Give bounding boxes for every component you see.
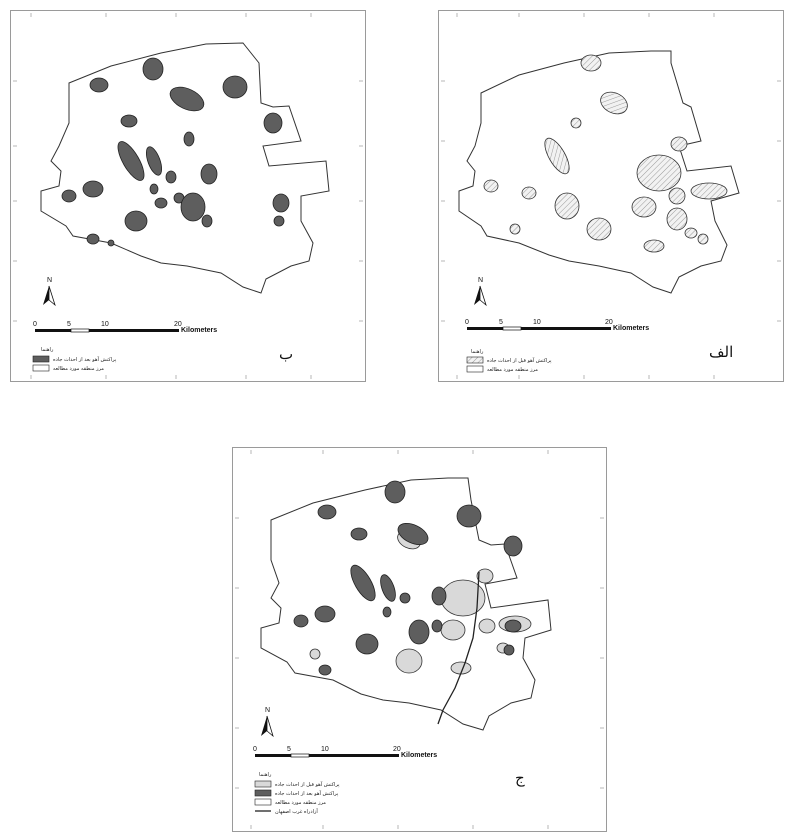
map-panel-alef: N 0 5 10 20 Kilometers راهنما پراکنش آهو… — [438, 10, 784, 382]
svg-text:5: 5 — [287, 746, 291, 753]
map-jim-grid-ticks — [235, 450, 604, 829]
svg-text:5: 5 — [67, 321, 71, 328]
svg-text:مرز منطقه مورد مطالعه: مرز منطقه مورد مطالعه — [487, 367, 538, 373]
study-area-boundary — [260, 477, 552, 731]
map-jim-canvas: N 0 5 10 20 Kilometers راهنما پراکنش آهو… — [235, 450, 604, 829]
svg-text:5: 5 — [499, 319, 503, 326]
svg-text:0: 0 — [465, 319, 469, 326]
svg-text:پراکنش آهو قبل از احداث جاده: پراکنش آهو قبل از احداث جاده — [275, 781, 340, 788]
svg-text:0: 0 — [253, 746, 257, 753]
svg-text:Kilometers: Kilometers — [613, 325, 649, 332]
map-alef-canvas: N 0 5 10 20 Kilometers راهنما پراکنش آهو… — [441, 13, 781, 379]
svg-text:N: N — [47, 277, 52, 284]
svg-text:N: N — [478, 277, 483, 284]
svg-text:پراکنش آهو بعد از احداث جاده: پراکنش آهو بعد از احداث جاده — [53, 356, 117, 363]
study-area-boundary — [40, 42, 330, 294]
svg-text:Kilometers: Kilometers — [401, 752, 437, 759]
map-panel-b: N 0 5 10 20 Kilometers راهنما پراکنش آهو… — [10, 10, 366, 382]
svg-text:پراکنش آهو بعد از احداث جاده: پراکنش آهو بعد از احداث جاده — [275, 790, 339, 797]
north-arrow: N — [474, 277, 487, 307]
svg-text:20: 20 — [393, 746, 401, 753]
map-alef-grid-ticks — [441, 13, 781, 379]
svg-text:Kilometers: Kilometers — [181, 327, 217, 334]
study-area-boundary — [458, 50, 740, 294]
west-isfahan-freeway-line — [437, 571, 480, 725]
map-b-grid-ticks — [13, 13, 363, 379]
svg-text:راهنما: راهنما — [259, 772, 272, 778]
legend: راهنما پراکنش آهو قبل از احداث جاده مرز … — [466, 349, 552, 373]
svg-text:0: 0 — [33, 321, 37, 328]
svg-text:20: 20 — [174, 321, 182, 328]
scale-bar: 0 5 10 20 Kilometers — [253, 746, 437, 759]
svg-text:راهنما: راهنما — [471, 349, 484, 355]
scale-bar: 0 5 10 20 Kilometers — [465, 319, 649, 332]
svg-text:N: N — [265, 707, 270, 714]
svg-text:راهنما: راهنما — [41, 347, 54, 353]
svg-text:آزادراه غرب اصفهان: آزادراه غرب اصفهان — [275, 808, 318, 815]
svg-text:پراکنش آهو قبل از احداث جاده: پراکنش آهو قبل از احداث جاده — [487, 357, 552, 364]
panel-letter-b: ب — [279, 345, 294, 363]
svg-text:10: 10 — [533, 319, 541, 326]
scale-bar: 0 5 10 20 Kilometers — [33, 321, 217, 334]
svg-text:مرز منطقه مورد مطالعه: مرز منطقه مورد مطالعه — [53, 366, 104, 372]
map-b-canvas: N 0 5 10 20 Kilometers راهنما پراکنش آهو… — [13, 13, 363, 379]
patches-after-road — [293, 480, 523, 676]
svg-text:20: 20 — [605, 319, 613, 326]
svg-text:10: 10 — [101, 321, 109, 328]
north-arrow: N — [43, 277, 56, 307]
legend: راهنما پراکنش آهو بعد از احداث جاده مرز … — [32, 347, 117, 372]
svg-text:مرز منطقه مورد مطالعه: مرز منطقه مورد مطالعه — [275, 800, 326, 806]
legend: راهنما پراکنش آهو قبل از احداث جاده پراک… — [254, 772, 340, 815]
patches-after-road — [61, 57, 290, 247]
panel-letter-jim: ج — [515, 769, 525, 787]
map-panel-jim: N 0 5 10 20 Kilometers راهنما پراکنش آهو… — [232, 447, 607, 832]
north-arrow: N — [261, 707, 274, 738]
panel-letter-alef: الف — [709, 343, 734, 361]
patches-before-road — [483, 54, 728, 253]
svg-text:10: 10 — [321, 746, 329, 753]
